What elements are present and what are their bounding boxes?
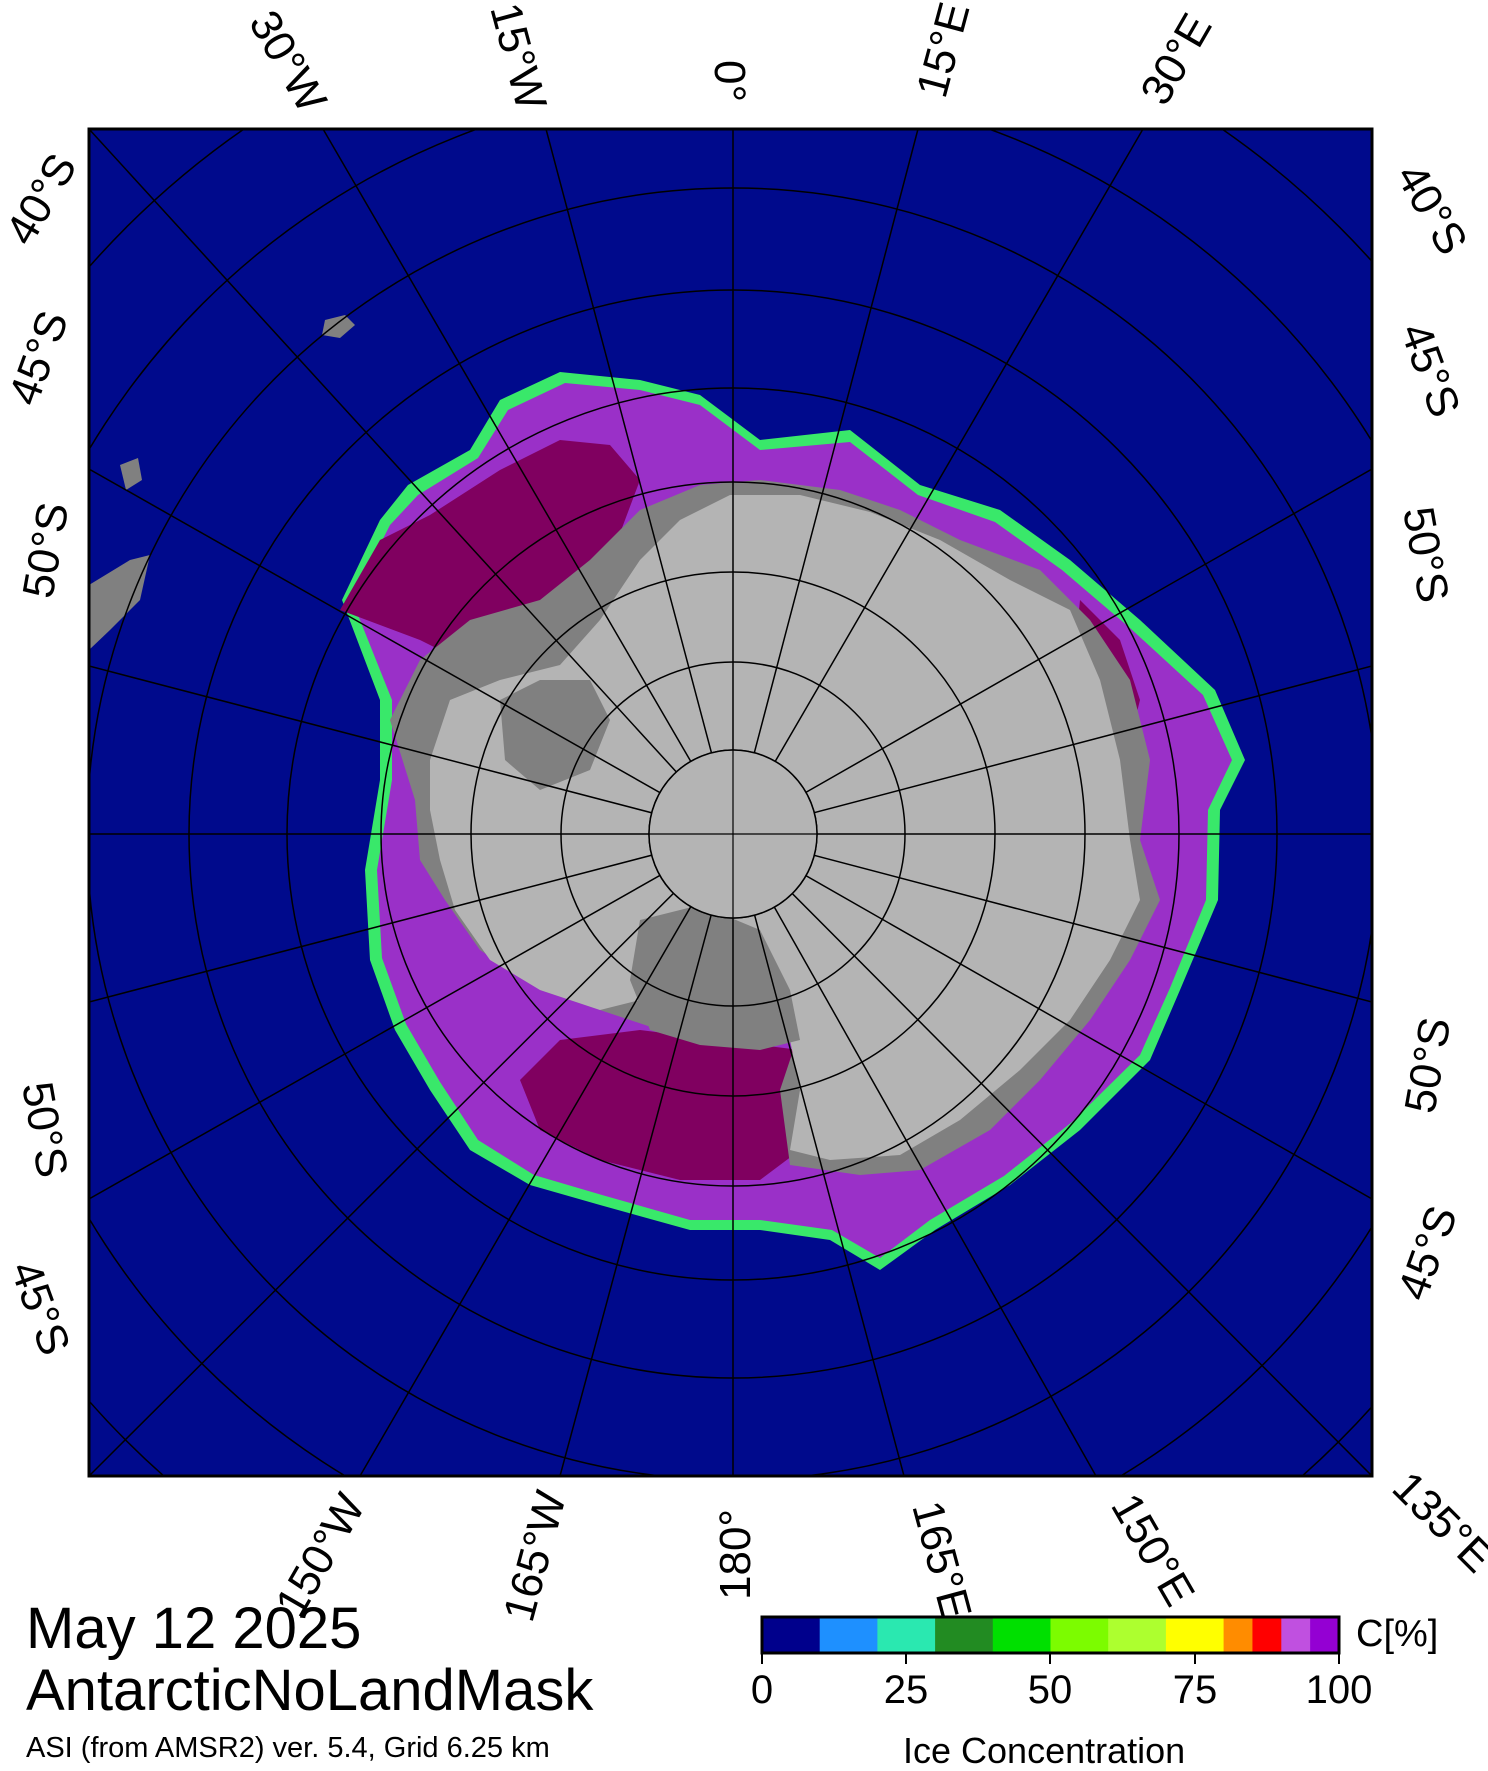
lon-label-top-15e: 15°E	[907, 0, 979, 103]
color-scale-segment-8	[1165, 1617, 1225, 1653]
concentration-color-scale	[762, 1617, 1340, 1653]
color-scale-segment-1	[762, 1617, 821, 1653]
color-scale-segment-12	[1310, 1617, 1340, 1653]
color-scale-segment-2	[819, 1617, 878, 1653]
lat-label-right-1: 40°S	[1386, 156, 1476, 264]
color-scale-ticks	[761, 1653, 1340, 1664]
lat-label-right-2: 45°S	[1391, 317, 1470, 424]
grid-name: AntarcticNoLandMask	[26, 1658, 594, 1723]
color-scale-tick-25: 25	[883, 1668, 929, 1712]
lat-label-left-1: 40°S	[0, 145, 87, 253]
color-scale-segment-4	[935, 1617, 994, 1653]
map-date: May 12 2025	[26, 1596, 362, 1661]
color-scale-tick-100: 100	[1305, 1668, 1373, 1712]
lon-label-bottom-150e: 150°E	[1101, 1486, 1204, 1615]
lon-label-top-30e: 30°E	[1131, 5, 1221, 113]
color-scale-segment-11	[1281, 1617, 1311, 1653]
color-scale-segment-7	[1108, 1617, 1167, 1653]
color-scale-tick-50: 50	[1027, 1668, 1073, 1712]
lat-label-right-3: 50°S	[1393, 503, 1458, 606]
color-scale-tick-75: 75	[1172, 1668, 1218, 1712]
lat-label-left-4: 50°S	[12, 1078, 77, 1181]
graticule-meridians	[89, 129, 1372, 1476]
lat-label-right-5: 45°S	[1388, 1200, 1467, 1307]
color-scale-segment-9	[1223, 1617, 1253, 1653]
polar-cap-meridians	[649, 750, 817, 918]
lon-label-top-30w: 30°W	[239, 3, 336, 121]
lon-label-bottom-165w: 165°W	[494, 1485, 576, 1626]
color-scale-segment-5	[992, 1617, 1051, 1653]
south-america-land	[89, 555, 150, 650]
falklands-island	[120, 458, 142, 490]
lat-label-left-5: 45°S	[1, 1255, 80, 1362]
lat-label-right-4: 50°S	[1396, 1014, 1461, 1117]
lat-label-left-2: 45°S	[0, 305, 78, 412]
map-frame	[87, 127, 1374, 1478]
color-scale-unit: C[%]	[1356, 1613, 1439, 1655]
south-georgia-island	[322, 315, 355, 338]
lon-label-bottom-180: 180°	[711, 1509, 760, 1600]
filchner-ronne-ice-shelf	[500, 680, 610, 790]
ross-ice-shelf	[630, 905, 800, 1050]
lon-label-bottom-165e: 165°E	[902, 1496, 980, 1625]
color-scale-title: Ice Concentration	[903, 1730, 1186, 1771]
color-scale-segment-10	[1252, 1617, 1282, 1653]
lon-label-top-15w: 15°W	[480, 0, 555, 115]
color-scale-segment-3	[877, 1617, 936, 1653]
data-source-note: ASI (from AMSR2) ver. 5.4, Grid 6.25 km	[26, 1732, 550, 1764]
color-scale-tick-0: 0	[750, 1668, 774, 1712]
color-scale-segment-6	[1050, 1617, 1109, 1653]
lon-label-bottom-135e: 135°E	[1383, 1462, 1488, 1582]
lat-label-left-3: 50°S	[14, 499, 79, 602]
lon-label-top-0: 0°	[705, 60, 754, 102]
